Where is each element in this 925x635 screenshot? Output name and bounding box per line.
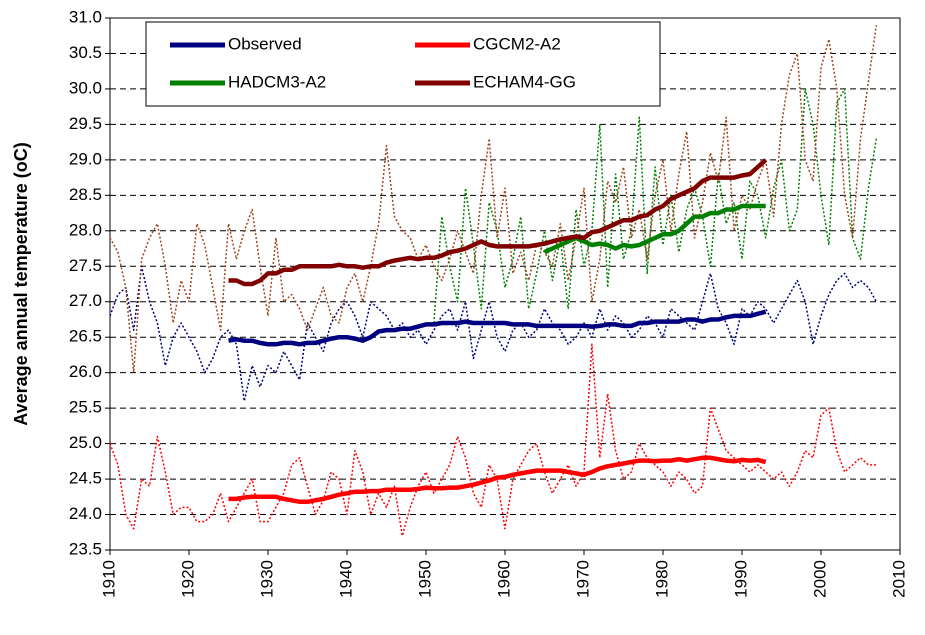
x-tick-label: 2010 xyxy=(889,560,908,598)
x-tick-label: 1950 xyxy=(415,560,434,598)
annual-line xyxy=(433,88,878,324)
x-tick-label: 1980 xyxy=(652,560,671,598)
y-tick-label: 30.5 xyxy=(69,43,102,62)
smoothed-line xyxy=(543,203,766,255)
y-tick-label: 24.5 xyxy=(69,469,102,488)
y-tick-label: 27.5 xyxy=(69,256,102,275)
legend-label: Observed xyxy=(228,34,302,53)
y-tick-label: 26.0 xyxy=(69,362,102,381)
smoothed-line xyxy=(228,455,767,505)
y-tick-label: 25.5 xyxy=(69,398,102,417)
plot-frame xyxy=(109,17,901,551)
x-tick-label: 1910 xyxy=(99,560,118,598)
legend: Observed CGCM2-A2 HADCM3-A2 ECHAM4-GG xyxy=(145,21,661,107)
y-tick-label: 29.0 xyxy=(69,149,102,168)
y-tick-label: 28.5 xyxy=(69,185,102,204)
y-tick-label: 30.0 xyxy=(69,78,102,97)
x-tick-label: 1960 xyxy=(494,560,513,598)
annual-line xyxy=(109,343,877,537)
x-tick-label: 1920 xyxy=(178,560,197,598)
x-tick-label: 1990 xyxy=(731,560,750,598)
y-axis-label: Average annual temperature (oC) xyxy=(11,142,31,425)
legend-label: HADCM3-A2 xyxy=(228,72,326,91)
legend-label: ECHAM4-GG xyxy=(473,72,576,91)
y-tick-label: 31.0 xyxy=(69,7,102,26)
x-tick-label: 1930 xyxy=(257,560,276,598)
x-tick-label: 1970 xyxy=(573,560,592,598)
y-tick-label: 29.5 xyxy=(69,114,102,133)
y-tick-label: 28.0 xyxy=(69,220,102,239)
legend-label: CGCM2-A2 xyxy=(473,34,561,53)
annual-line xyxy=(109,265,877,402)
y-tick-label: 23.5 xyxy=(69,539,102,558)
smoothed-line xyxy=(228,158,768,287)
x-tick-label: 1940 xyxy=(336,560,355,598)
legend-box xyxy=(145,21,661,107)
y-tick-label: 26.5 xyxy=(69,327,102,346)
y-tick-label: 24.0 xyxy=(69,504,102,523)
x-tick-label: 2000 xyxy=(810,560,829,598)
y-tick-label: 25.0 xyxy=(69,433,102,452)
smoothed-line xyxy=(228,309,767,347)
y-tick-label: 27.0 xyxy=(69,291,102,310)
